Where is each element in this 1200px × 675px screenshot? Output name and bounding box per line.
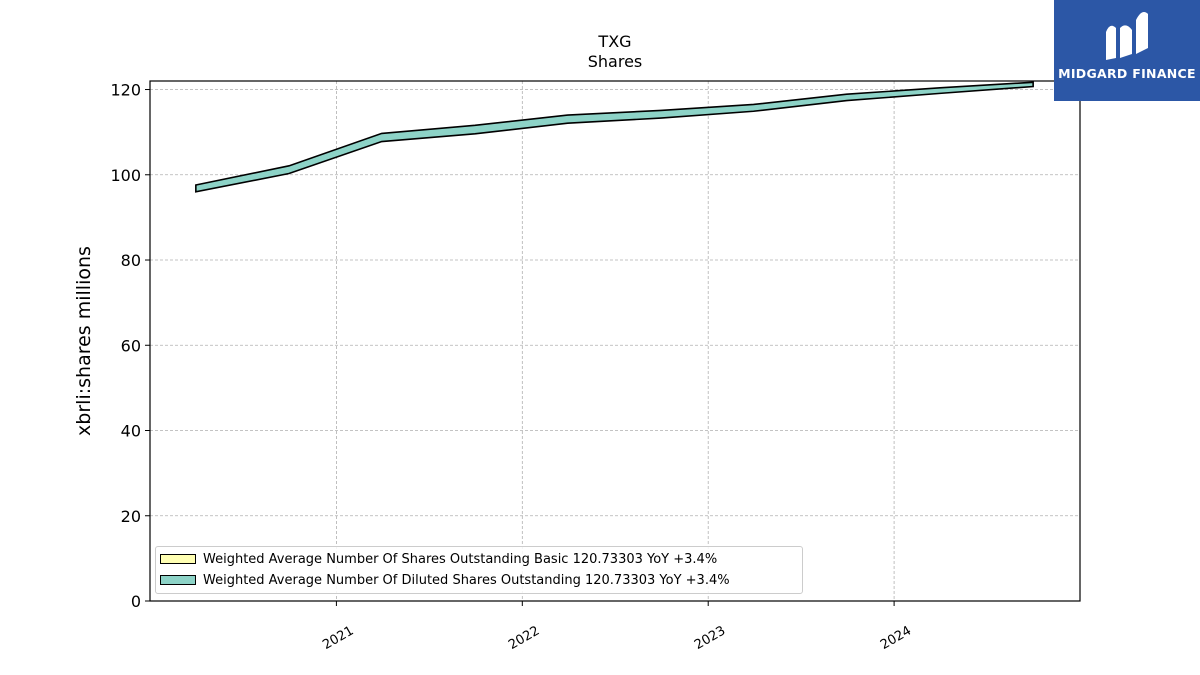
series-band: [195, 81, 1034, 193]
grid-lines: [150, 81, 1080, 601]
y-tick-label: 0: [131, 592, 141, 611]
x-axis: 2021 2022 2023 2024: [320, 601, 914, 653]
chart-title: TXG: [598, 32, 632, 51]
y-tick-label: 120: [110, 81, 141, 100]
logo-text: MIDGARD FINANCE: [1058, 66, 1196, 81]
legend-item-diluted: Weighted Average Number Of Diluted Share…: [160, 571, 730, 589]
legend: Weighted Average Number Of Shares Outsta…: [155, 546, 803, 594]
legend-swatch-basic: [160, 554, 196, 564]
y-tick-label: 80: [121, 251, 141, 270]
y-axis: 0 20 40 60 80 100 120: [110, 81, 150, 611]
y-axis-label: xbrli:shares millions: [73, 246, 95, 436]
chart-subtitle: Shares: [587, 52, 643, 71]
legend-item-basic: Weighted Average Number Of Shares Outsta…: [160, 550, 717, 568]
legend-label-diluted: Weighted Average Number Of Diluted Share…: [203, 572, 730, 588]
y-tick-label: 20: [121, 507, 141, 526]
y-tick-label: 60: [121, 336, 141, 355]
midgard-logo-icon: [1106, 12, 1148, 60]
midgard-finance-logo: MIDGARD FINANCE: [1054, 0, 1200, 101]
x-tick-label: 2022: [506, 623, 542, 653]
series-area-diluted: [195, 81, 1034, 193]
legend-label-basic: Weighted Average Number Of Shares Outsta…: [203, 551, 718, 567]
x-tick-label: 2021: [320, 623, 356, 653]
plot-frame: [149, 80, 1081, 602]
y-tick-label: 40: [121, 422, 141, 441]
legend-swatch-diluted: [160, 575, 196, 585]
x-tick-label: 2023: [692, 623, 728, 653]
y-tick-label: 100: [110, 166, 141, 185]
x-tick-label: 2024: [878, 623, 914, 653]
